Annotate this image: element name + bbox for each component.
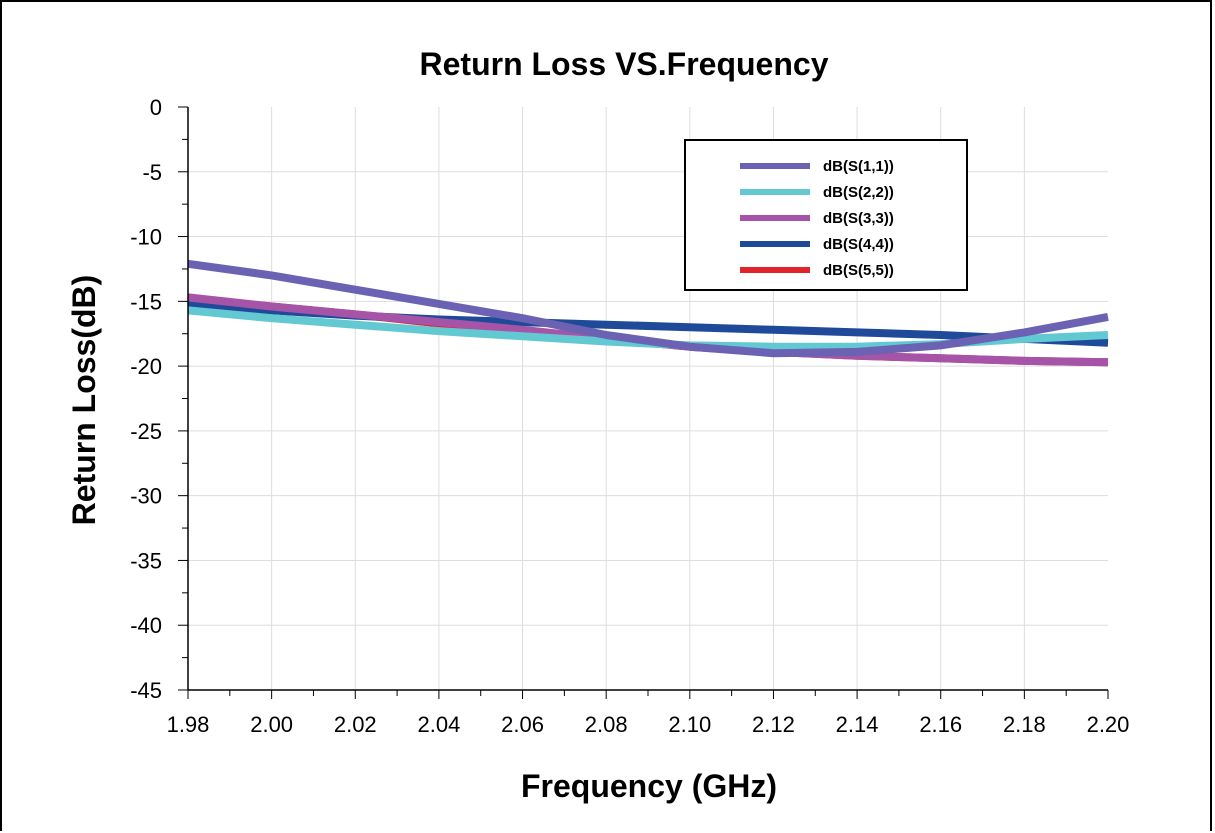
legend-label: dB(S(4,4)): [823, 236, 894, 253]
plot-series: [187, 259, 1109, 367]
x-tick-label: 1.98: [167, 712, 210, 737]
legend-label: dB(S(2,2)): [823, 184, 894, 201]
x-tick-label: 2.10: [668, 712, 711, 737]
y-axis-title: Return Loss(dB): [66, 275, 102, 526]
y-tick-label: -40: [130, 613, 162, 638]
y-tick-label: -30: [130, 484, 162, 509]
x-tick-label: 2.02: [334, 712, 377, 737]
y-tick-label: -5: [142, 160, 162, 185]
legend-box: [684, 139, 968, 291]
legend-label: dB(S(1,1)): [823, 158, 894, 175]
y-tick-label: -35: [130, 548, 162, 573]
x-tick-label: 2.04: [417, 712, 460, 737]
legend-label: dB(S(3,3)): [823, 210, 894, 227]
series-line-1-1: [187, 259, 1109, 358]
y-tick-label: -45: [130, 678, 162, 703]
x-tick-label: 2.12: [752, 712, 795, 737]
grid-lines: [188, 107, 1108, 690]
x-tick-label: 2.18: [1003, 712, 1046, 737]
legend: dB(S(1,1)) dB(S(2,2)) dB(S(3,3)) dB(S(4,4))…: [684, 139, 968, 291]
x-tick-label: 2.00: [250, 712, 293, 737]
x-tick-label: 2.16: [919, 712, 962, 737]
y-tick-label: -10: [130, 225, 162, 250]
y-tick-label: -20: [130, 354, 162, 379]
y-tick-label: 0: [150, 95, 162, 120]
x-tick-label: 2.06: [501, 712, 544, 737]
x-tick-label: 2.08: [585, 712, 628, 737]
x-axis-title: Frequency (GHz): [521, 768, 777, 804]
legend-label: dB(S(5,5)): [823, 262, 894, 279]
axes: 1.98 2.00 2.02 2.04 2.06 2.08 2.10 2.12 2.14 2.16…: [130, 95, 1129, 737]
y-tick-label: -15: [130, 289, 162, 314]
x-tick-label: 2.14: [836, 712, 879, 737]
x-tick-label: 2.20: [1087, 712, 1130, 737]
y-tick-label: -25: [130, 419, 162, 444]
chart-title: Return Loss VS.Frequency: [420, 46, 829, 82]
